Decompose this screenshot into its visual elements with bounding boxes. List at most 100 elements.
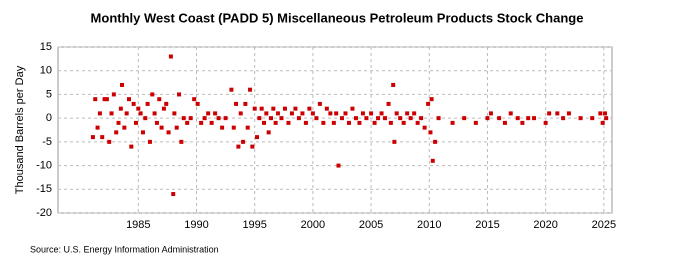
point	[266, 130, 271, 135]
point	[473, 120, 478, 125]
point	[133, 120, 138, 125]
point	[386, 101, 391, 106]
point	[376, 116, 381, 121]
point	[100, 135, 105, 140]
point	[129, 144, 134, 149]
y-tick-label: -20	[36, 207, 52, 219]
point	[331, 120, 336, 125]
chart-title: Monthly West Coast (PADD 5) Miscellaneou…	[91, 10, 584, 25]
point	[372, 120, 377, 125]
point	[199, 120, 204, 125]
point	[259, 106, 264, 111]
point	[124, 111, 129, 116]
point	[462, 116, 467, 121]
point	[161, 106, 166, 111]
y-axis-label: Thousand Barrels per Day	[14, 65, 26, 194]
point	[238, 111, 243, 116]
point	[168, 54, 173, 59]
point	[515, 116, 520, 121]
y-tick-label: -10	[36, 159, 52, 171]
point	[236, 144, 241, 149]
point	[250, 144, 255, 149]
point	[171, 192, 176, 197]
point	[229, 87, 234, 92]
point	[547, 111, 552, 116]
point	[383, 116, 388, 121]
point	[282, 106, 287, 111]
point	[398, 116, 403, 121]
point	[271, 106, 276, 111]
point	[379, 111, 384, 116]
point	[279, 116, 284, 121]
point	[392, 139, 397, 144]
point	[234, 101, 239, 106]
point	[93, 97, 98, 102]
point	[324, 106, 329, 111]
point	[102, 97, 107, 102]
point	[157, 97, 162, 102]
point	[159, 125, 164, 130]
point	[231, 125, 236, 130]
point	[526, 116, 531, 121]
point	[206, 111, 211, 116]
point	[122, 125, 127, 130]
point	[111, 92, 116, 97]
point	[245, 125, 250, 130]
point	[220, 125, 225, 130]
point	[289, 111, 294, 116]
point	[426, 101, 431, 106]
point	[419, 116, 424, 121]
point	[143, 116, 148, 121]
point	[415, 120, 420, 125]
point	[109, 111, 114, 116]
point	[388, 120, 393, 125]
point	[303, 120, 308, 125]
x-tick-label: 2015	[475, 219, 499, 231]
point	[314, 116, 319, 121]
point	[532, 116, 537, 121]
x-tick-label: 2005	[359, 219, 383, 231]
point	[252, 106, 257, 111]
point	[590, 116, 595, 121]
point	[321, 120, 326, 125]
point	[310, 111, 315, 116]
y-tick-label: 15	[40, 41, 52, 53]
point	[120, 82, 125, 87]
point	[520, 120, 525, 125]
point	[412, 111, 417, 116]
point	[273, 120, 278, 125]
point	[275, 111, 280, 116]
point	[360, 111, 365, 116]
point	[195, 101, 200, 106]
point	[600, 120, 605, 125]
point	[369, 111, 374, 116]
x-tick-label: 2000	[301, 219, 325, 231]
point	[391, 82, 396, 87]
point	[334, 111, 339, 116]
point	[566, 111, 571, 116]
point	[140, 130, 145, 135]
point	[497, 116, 502, 121]
point	[104, 97, 109, 102]
point	[543, 120, 548, 125]
point	[353, 116, 358, 121]
point	[405, 111, 410, 116]
y-tick-label: 5	[46, 88, 52, 100]
point	[152, 111, 157, 116]
y-tick-label: -15	[36, 183, 52, 195]
point	[286, 120, 291, 125]
point	[488, 111, 493, 116]
point	[346, 120, 351, 125]
point	[357, 120, 362, 125]
point	[243, 101, 248, 106]
point	[450, 120, 455, 125]
point	[248, 87, 253, 92]
y-tick-label: 10	[40, 65, 52, 77]
point	[136, 106, 141, 111]
point	[578, 116, 583, 121]
point	[598, 111, 603, 116]
point	[429, 97, 434, 102]
point	[213, 111, 218, 116]
point	[154, 120, 159, 125]
